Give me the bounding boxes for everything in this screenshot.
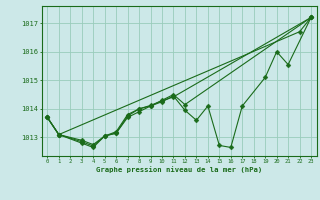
X-axis label: Graphe pression niveau de la mer (hPa): Graphe pression niveau de la mer (hPa)	[96, 166, 262, 173]
